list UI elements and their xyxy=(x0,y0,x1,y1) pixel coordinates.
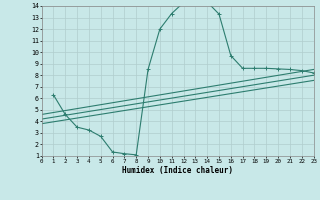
X-axis label: Humidex (Indice chaleur): Humidex (Indice chaleur) xyxy=(122,166,233,175)
